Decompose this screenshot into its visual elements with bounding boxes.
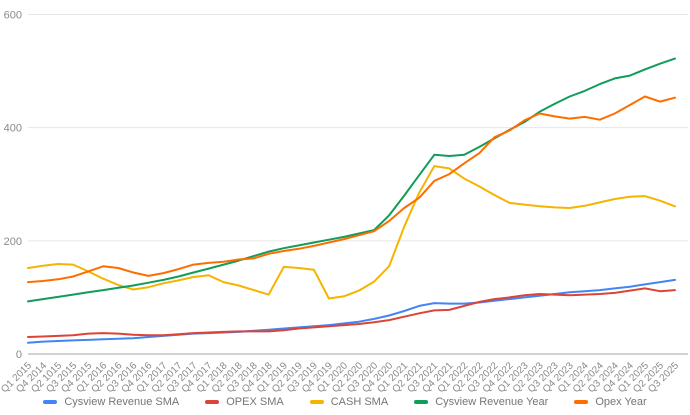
legend-swatch-icon	[43, 400, 58, 404]
legend-swatch-icon	[309, 400, 324, 404]
chart-legend: Cysview Revenue SMA OPEX SMA CASH SMA Cysvi…	[0, 396, 690, 408]
legend-swatch-icon	[205, 400, 220, 404]
y-axis-label: 600	[4, 10, 22, 22]
legend-swatch-icon	[414, 400, 429, 404]
legend-label: CASH SMA	[330, 396, 389, 408]
y-axis-label: 0	[16, 349, 22, 361]
y-axis-label: 200	[4, 236, 22, 248]
series-line-cysview-revenue-sma[interactable]	[27, 278, 676, 344]
legend-label: Cysview Revenue Year	[435, 396, 549, 408]
legend-item-opex-sma[interactable]: OPEX SMA	[205, 396, 284, 408]
legend-swatch-icon	[574, 400, 589, 404]
y-axis-label: 400	[4, 123, 22, 135]
legend-label: OPEX SMA	[226, 396, 284, 408]
legend-item-cysview-revenue-sma[interactable]: Cysview Revenue SMA	[43, 396, 179, 408]
legend-label: Opex Year	[595, 396, 647, 408]
legend-label: Cysview Revenue SMA	[64, 396, 180, 408]
legend-item-cysview-revenue-year[interactable]: Cysview Revenue Year	[414, 396, 548, 408]
legend-item-cash-sma[interactable]: CASH SMA	[309, 396, 389, 408]
series-line-cash-sma[interactable]	[27, 165, 676, 300]
series-line-cysview-revenue-year[interactable]	[27, 57, 676, 303]
series-line-opex-sma[interactable]	[27, 287, 676, 338]
legend-item-opex-year[interactable]: Opex Year	[574, 396, 647, 408]
series-line-opex-year[interactable]	[27, 95, 676, 284]
